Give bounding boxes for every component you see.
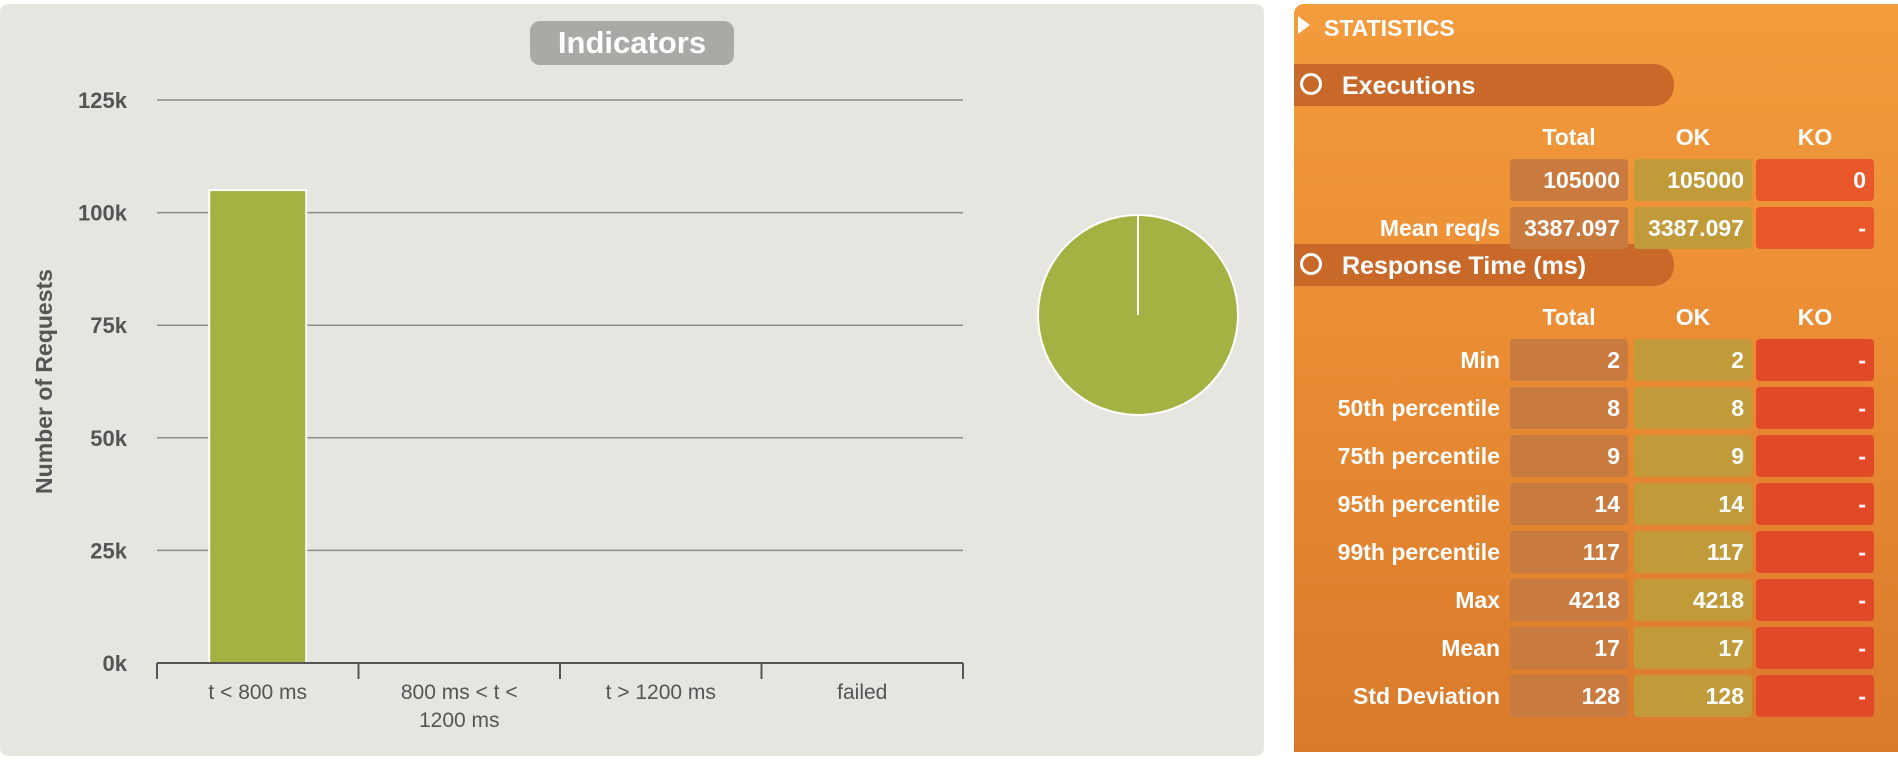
statistics-header[interactable]: STATISTICS <box>1294 4 1898 48</box>
clock-icon <box>1300 253 1322 275</box>
column-header-ko: KO <box>1797 304 1833 330</box>
cell-ko: - <box>1756 675 1874 717</box>
row-label: Mean <box>1441 635 1500 661</box>
cell-total: 14 <box>1510 483 1628 525</box>
x-category-label: 1200 ms <box>419 709 500 732</box>
y-tick-label: 0k <box>103 651 128 676</box>
cell-ok: 105000 <box>1634 159 1752 201</box>
cell-total: 105000 <box>1510 159 1628 201</box>
statistics-title: STATISTICS <box>1324 15 1455 41</box>
row-label: Std Deviation <box>1353 683 1500 709</box>
cell-ko: - <box>1756 627 1874 669</box>
x-category-label: t > 1200 ms <box>606 681 716 704</box>
cell-ko: - <box>1756 435 1874 477</box>
row-label: 75th percentile <box>1337 443 1500 469</box>
cell-total: 9 <box>1510 435 1628 477</box>
cell-ok: 17 <box>1634 627 1752 669</box>
cell-ok: 14 <box>1634 483 1752 525</box>
y-tick-label: 125k <box>78 88 128 113</box>
cell-total: 2 <box>1510 339 1628 381</box>
row-label: 99th percentile <box>1337 539 1500 565</box>
cell-ko: - <box>1756 483 1874 525</box>
indicators-title: Indicators <box>530 21 734 65</box>
x-category-label: t < 800 ms <box>208 681 307 704</box>
response-time-section-header: Response Time (ms) <box>1294 244 1674 286</box>
x-category-label: failed <box>837 681 887 704</box>
cell-total: 8 <box>1510 387 1628 429</box>
cell-total: 17 <box>1510 627 1628 669</box>
column-header-total: Total <box>1542 124 1596 150</box>
statistics-panel: STATISTICS Executions Response Time (ms)… <box>1294 4 1898 752</box>
cell-ok: 3387.097 <box>1634 207 1752 249</box>
column-header-ok: OK <box>1675 304 1711 330</box>
cell-total: 3387.097 <box>1510 207 1628 249</box>
refresh-icon <box>1300 73 1322 95</box>
row-label: Min <box>1460 347 1500 373</box>
y-tick-label: 50k <box>90 426 127 451</box>
column-header-total: Total <box>1542 304 1596 330</box>
y-axis-label: Number of Requests <box>31 269 57 494</box>
cell-ok: 8 <box>1634 387 1752 429</box>
cell-total: 117 <box>1510 531 1628 573</box>
indicators-chart: 0k 25k 50k 75k 100k 125k Number of Requests t <… <box>31 88 1239 732</box>
y-tick-label: 25k <box>90 538 127 563</box>
cell-ok: 9 <box>1634 435 1752 477</box>
row-label: Mean req/s <box>1379 215 1500 241</box>
cell-ok: 117 <box>1634 531 1752 573</box>
cell-ko: - <box>1756 387 1874 429</box>
x-category-label: 800 ms < t < <box>401 681 518 704</box>
row-label: 50th percentile <box>1337 395 1500 421</box>
cell-ko: - <box>1756 579 1874 621</box>
cell-ko: - <box>1756 531 1874 573</box>
executions-label: Executions <box>1342 72 1476 100</box>
row-label: Max <box>1455 587 1500 613</box>
executions-section-header: Executions <box>1294 64 1674 106</box>
column-header-ko: KO <box>1797 124 1833 150</box>
cell-ok: 128 <box>1634 675 1752 717</box>
cell-ko: - <box>1756 207 1874 249</box>
column-header-ok: OK <box>1675 124 1711 150</box>
row-label: 95th percentile <box>1337 491 1500 517</box>
collapse-arrow-icon[interactable] <box>1298 16 1310 34</box>
y-tick-label: 100k <box>78 201 128 226</box>
y-tick-label: 75k <box>90 313 127 338</box>
cell-total: 128 <box>1510 675 1628 717</box>
cell-ko: 0 <box>1756 159 1874 201</box>
cell-total: 4218 <box>1510 579 1628 621</box>
indicators-panel: Indicators 0k 25k 50k 75k 100k 125k Number of … <box>0 4 1264 756</box>
cell-ok: 2 <box>1634 339 1752 381</box>
cell-ok: 4218 <box>1634 579 1752 621</box>
cell-ko: - <box>1756 339 1874 381</box>
response-time-label: Response Time (ms) <box>1342 252 1587 280</box>
bar[interactable] <box>208 189 308 665</box>
